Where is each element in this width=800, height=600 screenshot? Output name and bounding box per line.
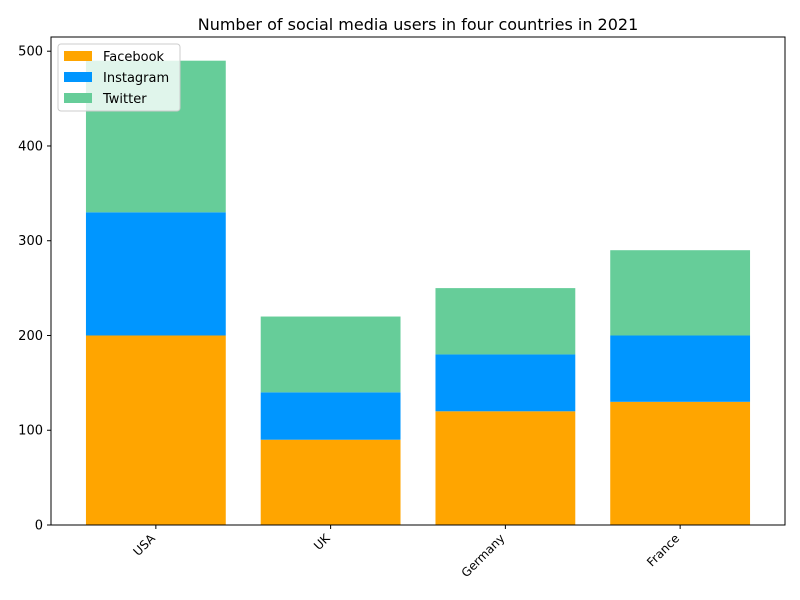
legend: Facebook Instagram Twitter (57, 43, 181, 112)
y-tick-label: 300 (18, 234, 43, 249)
legend-label-twitter: Twitter (102, 92, 147, 107)
legend-label-facebook: Facebook (103, 50, 165, 65)
bar-twitter-france (610, 250, 751, 336)
bar-facebook-usa (85, 335, 226, 525)
bar-facebook-france (610, 401, 751, 525)
bar-facebook-uk (260, 439, 401, 525)
legend-label-instagram: Instagram (103, 71, 169, 86)
bar-facebook-germany (435, 411, 576, 525)
legend-swatch-instagram (64, 72, 92, 82)
bar-instagram-usa (85, 212, 226, 336)
y-tick-label: 0 (35, 519, 43, 534)
y-tick-label: 200 (18, 329, 43, 344)
y-tick-label: 400 (18, 139, 43, 154)
bar-twitter-uk (260, 316, 401, 393)
plot-frame (50, 36, 786, 526)
y-tick-label: 500 (18, 45, 43, 60)
bar-instagram-germany (435, 354, 576, 412)
legend-swatch-twitter (64, 93, 92, 103)
chart-title: Number of social media users in four cou… (198, 15, 639, 34)
legend-swatch-facebook (64, 51, 92, 61)
y-tick-label: 100 (18, 424, 43, 439)
bar-instagram-france (610, 335, 751, 402)
bar-twitter-germany (435, 288, 576, 355)
bar-instagram-uk (260, 392, 401, 440)
